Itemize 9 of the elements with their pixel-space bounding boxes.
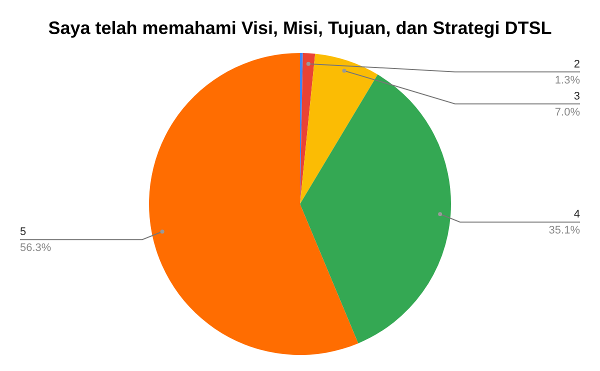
data-label: 7.0% (554, 106, 580, 118)
data-label: 56.3% (20, 242, 52, 254)
slice-label: 2 (574, 58, 580, 70)
data-label: 35.1% (548, 224, 580, 237)
data-label: 1.3% (554, 74, 580, 86)
slice-label: 5 (20, 226, 26, 238)
slice-label: 4 (574, 208, 580, 221)
chart-title: Saya telah memahami Visi, Misi, Tujuan, dan Strategi DTSL (47, 18, 553, 39)
slice-label: 3 (574, 90, 580, 102)
